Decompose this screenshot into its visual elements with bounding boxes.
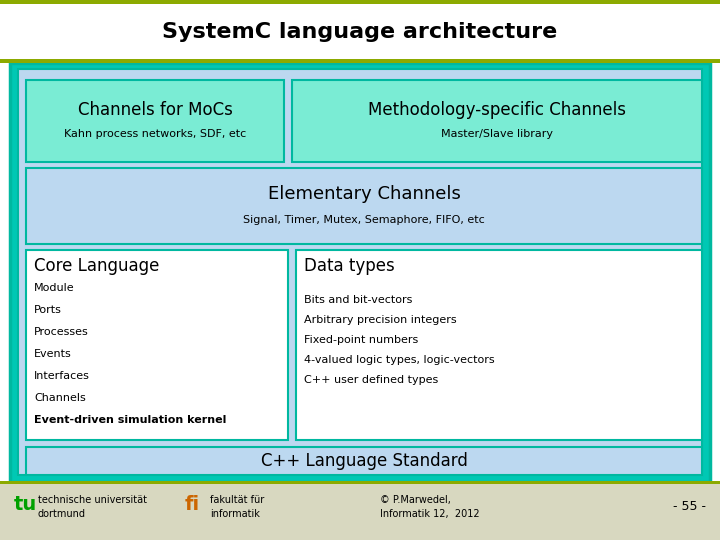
Bar [10,63,710,482]
Bar [0,481,720,484]
Bar [0,0,720,60]
Text: C++ Language Standard: C++ Language Standard [261,452,467,470]
Bar [26,250,288,440]
Text: Interfaces: Interfaces [34,371,90,381]
Text: dortmund: dortmund [38,509,86,519]
Bar [0,59,720,63]
Bar [26,168,702,244]
Text: Informatik 12,  2012: Informatik 12, 2012 [380,509,480,519]
Text: Elementary Channels: Elementary Channels [268,185,460,203]
Bar [292,80,702,162]
Text: Arbitrary precision integers: Arbitrary precision integers [304,315,456,325]
Text: SystemC language architecture: SystemC language architecture [163,22,557,42]
Text: Processes: Processes [34,327,89,337]
Text: Methodology-specific Channels: Methodology-specific Channels [368,101,626,119]
Bar [0,484,720,540]
Text: Data types: Data types [304,257,395,275]
Text: Events: Events [34,349,72,359]
Bar [0,0,720,4]
Text: Signal, Timer, Mutex, Semaphore, FIFO, etc: Signal, Timer, Mutex, Semaphore, FIFO, e… [243,215,485,225]
Text: - 55 -: - 55 - [673,501,706,514]
Text: Channels: Channels [34,393,86,403]
Text: 4-valued logic types, logic-vectors: 4-valued logic types, logic-vectors [304,355,495,365]
Text: Kahn process networks, SDF, etc: Kahn process networks, SDF, etc [64,129,246,139]
Bar [26,447,702,475]
Text: technische universität: technische universität [38,495,147,505]
Text: Module: Module [34,283,75,293]
Text: fi: fi [185,496,200,515]
Text: Core Language: Core Language [34,257,159,275]
Bar [26,80,284,162]
Text: fakultät für: fakultät für [210,495,264,505]
Text: © P.Marwedel,: © P.Marwedel, [380,495,451,505]
Text: C++ user defined types: C++ user defined types [304,375,438,385]
Text: Master/Slave library: Master/Slave library [441,129,553,139]
Text: Ports: Ports [34,305,62,315]
Text: tu: tu [14,496,37,515]
Text: Channels for MoCs: Channels for MoCs [78,101,233,119]
Text: Event-driven simulation kernel: Event-driven simulation kernel [34,415,226,425]
Text: Bits and bit-vectors: Bits and bit-vectors [304,295,413,305]
Text: Fixed-point numbers: Fixed-point numbers [304,335,418,345]
Bar [18,69,702,475]
Text: informatik: informatik [210,509,260,519]
Bar [296,250,702,440]
